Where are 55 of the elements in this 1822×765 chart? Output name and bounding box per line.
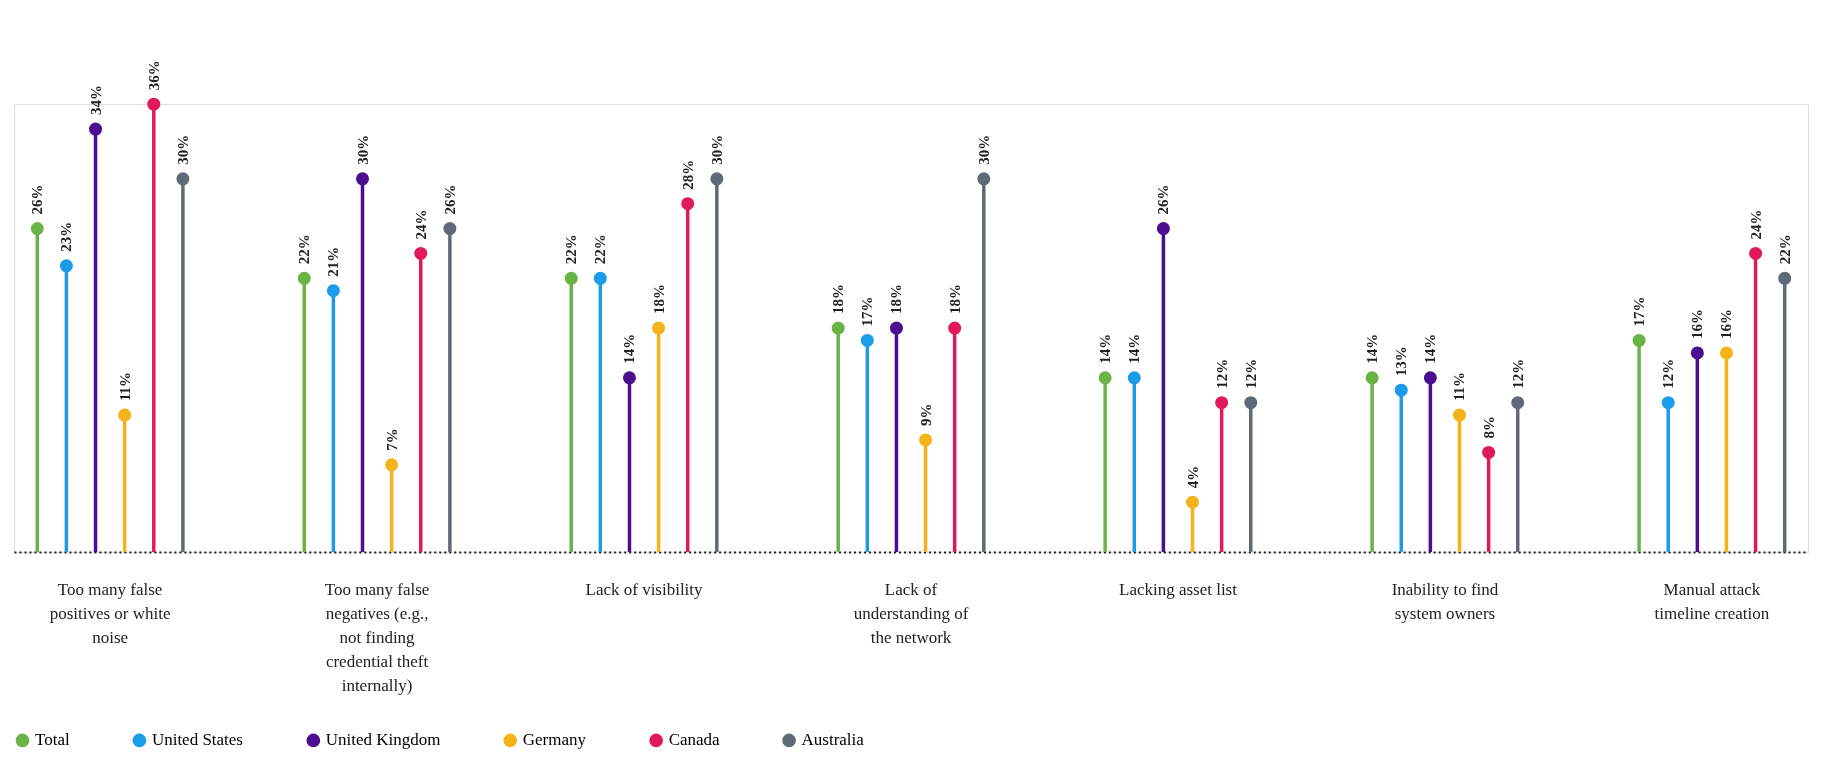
data-label: 26% <box>29 184 46 215</box>
data-label: 23% <box>58 221 75 252</box>
data-label: 12% <box>1660 358 1677 389</box>
data-label: 14% <box>1422 333 1439 364</box>
x-tick-label: Manual attack timeline creation <box>1654 580 1770 624</box>
data-label: 9% <box>917 403 934 426</box>
x-tick-label: Lack of understanding of the network <box>853 580 969 648</box>
data-label: 14% <box>621 333 638 364</box>
data-label: 12% <box>1509 358 1526 389</box>
data-label: 22% <box>1776 234 1793 265</box>
data-label: 36% <box>145 60 162 91</box>
x-tick-label: Lack of visibility <box>585 580 704 600</box>
legend-label: Germany <box>522 730 587 750</box>
data-label: 17% <box>1631 296 1648 327</box>
data-label: 28% <box>679 159 696 190</box>
data-label: 18% <box>830 284 847 315</box>
x-tick-label: Inability to find system owners <box>1391 580 1499 624</box>
legend-label: Australia <box>801 730 865 750</box>
data-label: 26% <box>441 184 458 215</box>
data-label: 14% <box>1126 333 1143 364</box>
data-label: 4% <box>1184 465 1201 489</box>
data-label: 16% <box>1689 308 1706 339</box>
data-label: 24% <box>412 209 429 240</box>
data-label: 11% <box>116 371 133 402</box>
data-label: 22% <box>592 234 609 265</box>
x-tick-label: Lacking asset list <box>1119 580 1238 600</box>
legend-label: Total <box>34 730 70 750</box>
data-label: 18% <box>650 284 667 315</box>
data-label: 11% <box>1451 371 1468 402</box>
data-label: 30% <box>975 134 992 165</box>
data-label: 17% <box>859 296 876 327</box>
data-label: 12% <box>1213 358 1230 389</box>
legend-label: United Kingdom <box>325 730 441 750</box>
data-label: 12% <box>1242 358 1259 389</box>
data-label: 18% <box>946 284 963 315</box>
data-label: 8% <box>1480 415 1497 439</box>
data-label: 14% <box>1097 333 1114 364</box>
data-label: 21% <box>325 246 342 277</box>
data-label: 26% <box>1155 184 1172 215</box>
data-label: 30% <box>708 134 725 165</box>
data-label: 24% <box>1747 209 1764 240</box>
legend-label: Canada <box>668 730 721 750</box>
data-label: 13% <box>1393 346 1410 377</box>
legend-label: United States <box>151 730 243 750</box>
x-tick-label: Too many false negatives (e.g., not finding credential theft internally) <box>324 580 430 696</box>
data-label: 34% <box>87 85 104 116</box>
data-label: 30% <box>354 134 371 165</box>
x-tick-label: Too many false positives or white noise <box>49 580 171 648</box>
data-label: 14% <box>1364 333 1381 364</box>
data-label: 18% <box>888 284 905 315</box>
data-label: 16% <box>1718 308 1735 339</box>
data-label: 22% <box>563 234 580 265</box>
data-label: 30% <box>174 134 191 165</box>
data-label: 7% <box>383 428 400 451</box>
data-label: 22% <box>296 234 313 265</box>
